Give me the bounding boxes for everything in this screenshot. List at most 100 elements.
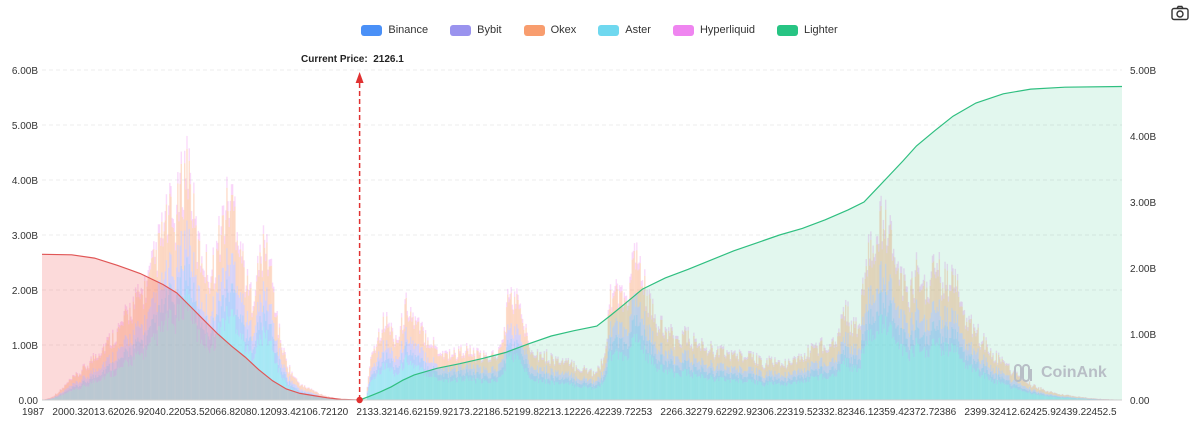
bar-segment-aster — [509, 355, 511, 400]
x-tick-label: 2439.2 — [1056, 407, 1087, 418]
bar-segment-hyperliquid — [176, 204, 178, 215]
bar-segment-binance — [972, 358, 975, 369]
bar-segment-bybit — [791, 374, 793, 380]
bar-segment-okex — [278, 327, 281, 349]
bar-segment-hyperliquid — [719, 345, 721, 349]
bar-segment-hyperliquid — [978, 343, 980, 347]
bar-segment-okex — [102, 346, 105, 362]
bar-segment-bybit — [769, 371, 772, 378]
bar-segment-binance — [666, 367, 669, 375]
bar-segment-bybit — [386, 340, 388, 353]
bar-segment-bybit — [771, 374, 774, 380]
bar-segment-aster — [653, 365, 655, 400]
bar-segment-bybit — [435, 363, 437, 371]
bar-segment-hyperliquid — [798, 353, 800, 356]
bar-segment-binance — [193, 282, 195, 309]
bar-segment-hyperliquid — [537, 360, 540, 363]
bar-segment-aster — [426, 376, 428, 400]
bar-segment-bybit — [261, 312, 264, 331]
bar-segment-aster — [671, 369, 673, 400]
bar-segment-binance — [587, 385, 589, 389]
bar-segment-aster — [1011, 388, 1014, 400]
bar-segment-hyperliquid — [197, 230, 200, 240]
bar-segment-bybit — [845, 331, 847, 346]
bar-segment-bybit — [895, 309, 897, 329]
bar-segment-okex — [779, 367, 782, 377]
bar-segment-aster — [891, 338, 894, 400]
bar-segment-hyperliquid — [870, 231, 872, 240]
bar-segment-bybit — [253, 333, 256, 347]
bar-segment-binance — [406, 351, 409, 363]
bar-segment-bybit — [1050, 393, 1052, 396]
bar-segment-hyperliquid — [653, 318, 655, 323]
bar-segment-okex — [1041, 389, 1043, 393]
bar-segment-aster — [130, 364, 132, 400]
bar-segment-binance — [53, 397, 56, 399]
legend-item-aster[interactable]: Aster — [598, 24, 651, 36]
bar-segment-aster — [1069, 398, 1072, 400]
bar-segment-binance — [429, 370, 431, 378]
bar-segment-aster — [542, 382, 544, 400]
bar-segment-binance — [824, 371, 826, 379]
bar-segment-okex — [927, 302, 929, 330]
bar-segment-aster — [647, 363, 649, 400]
legend-item-bybit[interactable]: Bybit — [450, 24, 502, 36]
bar-segment-bybit — [692, 365, 694, 373]
bar-segment-binance — [450, 376, 452, 383]
bar-segment-okex — [481, 361, 484, 373]
bar-segment-hyperliquid — [215, 240, 218, 249]
camera-icon[interactable] — [1171, 5, 1189, 21]
bar-segment-binance — [928, 345, 930, 358]
bar-segment-aster — [778, 383, 781, 400]
bar-segment-okex — [939, 282, 942, 317]
bar-segment-aster — [406, 362, 409, 400]
bar-segment-hyperliquid — [741, 353, 743, 356]
legend-item-okex[interactable]: Okex — [523, 24, 576, 36]
bar-segment-bybit — [191, 276, 194, 303]
bar-segment-okex — [951, 271, 953, 309]
bar-segment-bybit — [714, 369, 717, 376]
bar-segment-bybit — [112, 352, 114, 363]
bar-segment-binance — [616, 337, 619, 352]
bar-segment-binance — [881, 314, 883, 334]
bar-segment-binance — [567, 377, 570, 383]
bar-segment-hyperliquid — [834, 341, 837, 345]
bar-segment-okex — [384, 329, 387, 350]
bar-segment-bybit — [745, 371, 748, 378]
bar-segment-hyperliquid — [876, 236, 879, 245]
bar-segment-binance — [74, 387, 76, 390]
bar-segment-aster — [205, 334, 208, 400]
bar-segment-hyperliquid — [896, 263, 898, 271]
bar-segment-aster — [976, 370, 978, 400]
legend-item-hyperliquid[interactable]: Hyperliquid — [672, 24, 755, 36]
legend-item-binance[interactable]: Binance — [361, 24, 428, 36]
bar-segment-hyperliquid — [389, 331, 391, 336]
bar-segment-aster — [273, 352, 275, 400]
bar-segment-bybit — [285, 371, 288, 378]
bar-segment-hyperliquid — [607, 309, 609, 315]
bar-segment-aster — [648, 353, 651, 400]
bar-segment-aster — [113, 376, 115, 400]
bar-segment-okex — [153, 249, 155, 293]
bar-segment-hyperliquid — [892, 248, 895, 257]
bar-segment-binance — [922, 335, 925, 350]
legend-item-lighter[interactable]: Lighter — [777, 24, 838, 36]
bar-segment-binance — [149, 325, 152, 343]
bar-segment-okex — [429, 348, 431, 364]
bar-segment-bybit — [630, 314, 632, 332]
bar-segment-binance — [1056, 396, 1058, 398]
bar-segment-binance — [672, 364, 675, 373]
bar-segment-aster — [604, 380, 606, 400]
bar-segment-aster — [422, 369, 425, 400]
bar-segment-okex — [641, 286, 644, 319]
bar-segment-binance — [211, 329, 213, 346]
bar-segment-binance — [632, 319, 635, 338]
bar-segment-bybit — [188, 228, 190, 265]
bar-segment-binance — [1037, 393, 1040, 395]
bar-segment-aster — [908, 361, 911, 400]
bar-segment-hyperliquid — [905, 286, 907, 292]
bar-segment-hyperliquid — [186, 135, 188, 150]
bar-segment-aster — [269, 340, 272, 400]
bar-segment-binance — [966, 355, 968, 366]
bar-segment-okex — [56, 394, 58, 397]
